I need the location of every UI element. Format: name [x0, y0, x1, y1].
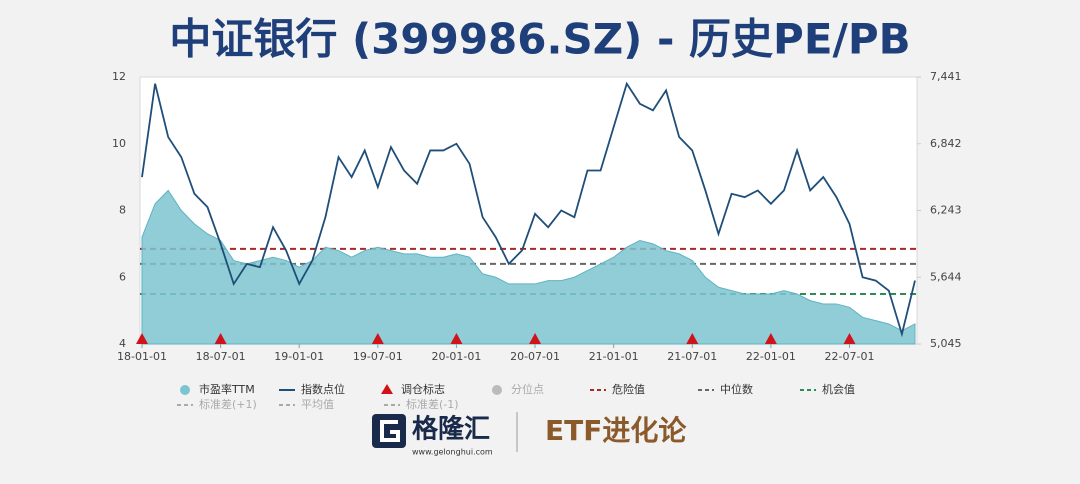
- y-tick-label: 4: [119, 337, 126, 350]
- x-tick-label: 21-01-01: [589, 350, 639, 363]
- y-tick-label: 12: [112, 70, 126, 83]
- rebalance-marker: [136, 333, 148, 344]
- x-tick-label: 20-01-01: [431, 350, 481, 363]
- chart-title: 中证银行 (399986.SZ) - 历史PE/PB: [169, 15, 910, 64]
- brand: 格隆汇: [412, 414, 490, 445]
- rebalance-marker: [450, 333, 463, 344]
- legend-symbol: [381, 384, 393, 394]
- rebalance-marker: [214, 333, 227, 344]
- legend-label: 机会值: [822, 382, 855, 396]
- y2-tick-label: 5,644: [930, 270, 962, 283]
- rebalance-marker: [371, 333, 384, 344]
- legend-label: 分位点: [511, 382, 544, 396]
- y-tick-label: 6: [119, 270, 126, 283]
- rebalance-marker: [843, 333, 856, 344]
- legend-symbol: [180, 385, 190, 395]
- x-tick-label: 19-01-01: [274, 350, 324, 363]
- legend-label: 危险值: [612, 382, 645, 396]
- logo-icon: [372, 414, 406, 448]
- legend-symbol: [492, 385, 502, 395]
- legend-label: 市盈率TTM: [199, 382, 255, 396]
- rebalance-marker: [764, 333, 777, 344]
- legend-label: 调仓标志: [401, 382, 445, 396]
- pe-area: [141, 189, 916, 345]
- index-line: [141, 81, 916, 338]
- y2-tick-label: 7,441: [930, 70, 962, 83]
- legend-label: 标准差(+1): [199, 397, 257, 411]
- rebalance-marker: [686, 333, 699, 344]
- x-tick-label: 21-07-01: [667, 350, 717, 363]
- legend-label: 指数点位: [301, 382, 345, 396]
- x-tick-label: 20-07-01: [510, 350, 560, 363]
- brand-url: www.gelonghui.com: [412, 448, 493, 457]
- y-tick-label: 8: [119, 204, 126, 217]
- legend-label: 中位数: [720, 382, 753, 396]
- legend-label: 标准差(-1): [406, 397, 459, 411]
- y2-tick-label: 6,842: [930, 137, 962, 150]
- x-tick-label: 22-07-01: [825, 350, 875, 363]
- y2-tick-label: 6,243: [930, 204, 962, 217]
- x-tick-label: 19-07-01: [353, 350, 403, 363]
- column-name: ETF进化论: [545, 414, 687, 447]
- logo-glyph: [380, 420, 400, 442]
- x-tick-label: 18-01-01: [117, 350, 167, 363]
- x-tick-label: 22-01-01: [746, 350, 796, 363]
- y2-tick-label: 5,045: [930, 337, 962, 350]
- y-tick-label: 10: [112, 137, 126, 150]
- x-tick-label: 18-07-01: [196, 350, 246, 363]
- legend-label: 平均值: [301, 398, 334, 411]
- rebalance-marker: [529, 333, 542, 344]
